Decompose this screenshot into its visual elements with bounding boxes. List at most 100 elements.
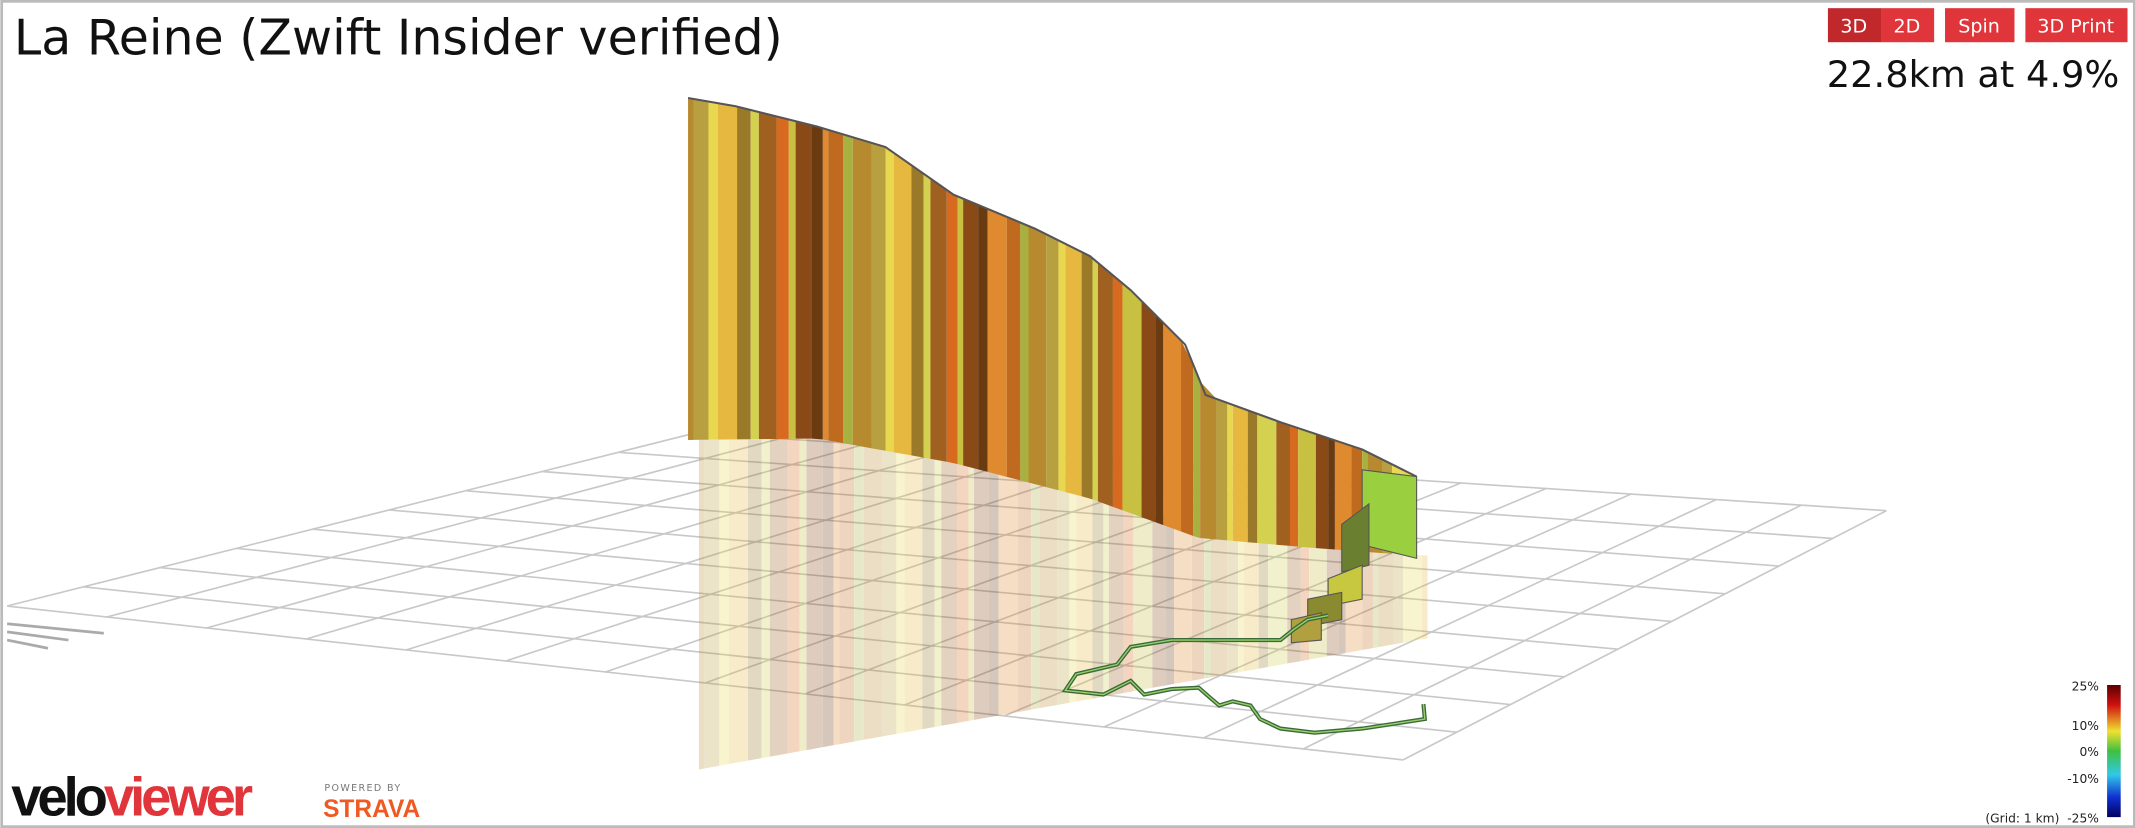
wall-stripe <box>1227 402 1233 541</box>
reflection-stripe <box>1238 540 1244 673</box>
grid-note: (Grid: 1 km) <box>1985 812 2059 826</box>
button-2d[interactable]: 2D <box>1893 16 1920 38</box>
button-3d-print[interactable]: 3D Print <box>2037 16 2114 38</box>
wall-stripe <box>978 204 988 472</box>
reflection-stripe <box>1258 542 1269 669</box>
wall-stripe <box>1006 216 1021 481</box>
grid-line <box>7 605 1404 761</box>
reflection-stripe <box>1092 496 1104 699</box>
wall-stripe <box>1163 322 1182 532</box>
wall-stripe <box>718 103 738 440</box>
grid-line <box>312 528 1618 650</box>
reflection-stripe <box>998 471 1018 716</box>
reflection-stripe <box>1152 517 1167 688</box>
reflection-stripe <box>904 452 923 733</box>
wall-stripe <box>811 125 823 440</box>
reflection-stripe <box>1268 543 1288 667</box>
reflection-stripe <box>719 439 729 766</box>
grid-line <box>83 585 1457 734</box>
reflection-stripe <box>1210 538 1228 678</box>
reflection-stripe <box>1017 476 1032 713</box>
wall-stripe <box>1122 283 1142 518</box>
wall-stripe <box>1298 428 1316 549</box>
reflection-stripe <box>769 438 788 757</box>
grid-line <box>1003 487 1547 717</box>
wall-stripe <box>1200 381 1217 540</box>
reflection-stripe <box>1133 510 1153 692</box>
wall-top <box>687 97 1418 478</box>
wall-stripe <box>776 116 789 439</box>
wall-stripe <box>788 119 796 439</box>
reflection-stripe <box>787 438 800 754</box>
reflection-stripe <box>896 450 905 734</box>
button-3d[interactable]: 3D <box>1840 16 1867 38</box>
reflection-stripe <box>882 448 897 737</box>
buttons: 3D 2D Spin 3D Print <box>1827 8 2128 43</box>
reflection-stripe <box>941 458 958 726</box>
reflection-stripe <box>974 465 990 720</box>
grid-line <box>405 454 1036 651</box>
wall-stripe <box>852 137 872 449</box>
reflection-stripe <box>922 455 935 730</box>
grid-line <box>206 443 866 629</box>
button-bg[interactable] <box>1881 8 1935 43</box>
reflection-stripe <box>1108 501 1124 696</box>
wall-stripe <box>828 129 844 444</box>
reflection-stripe <box>1393 553 1404 645</box>
wall-stripe <box>843 134 853 445</box>
wall-segment <box>1361 469 1418 560</box>
reflection-stripe <box>1031 480 1040 710</box>
route-highlight <box>1064 614 1426 734</box>
wall-stripe <box>930 178 947 462</box>
wall-stripe <box>1328 438 1335 550</box>
reflection-stripe <box>1039 482 1058 709</box>
reflection-stripe <box>854 443 864 742</box>
wall-stripe <box>1232 404 1248 543</box>
reflection-stripe <box>1057 487 1070 705</box>
wall-stripe <box>1289 425 1299 547</box>
reflection-stripe <box>957 461 969 723</box>
wall-stripe <box>911 165 924 458</box>
wall-stripe <box>957 196 964 466</box>
reflection-stripe <box>1076 492 1093 702</box>
reflection-stripe <box>806 438 823 751</box>
reflection-stripe <box>1166 522 1175 686</box>
reflection-stripe <box>747 439 762 761</box>
legend-colorbar <box>2107 685 2121 818</box>
wall-stripe <box>1155 314 1164 526</box>
button-bg[interactable] <box>1945 8 2015 43</box>
button-bg[interactable] <box>2025 8 2128 43</box>
grid-line <box>465 489 1726 595</box>
reflection-stripe <box>704 439 720 769</box>
button-bg[interactable] <box>1827 8 1882 43</box>
grid-line <box>236 547 1565 678</box>
wall-stripe <box>987 208 1007 477</box>
legend-label: -25% <box>2067 812 2099 826</box>
grid-line <box>1203 498 1717 739</box>
wall-stripe <box>750 109 759 440</box>
reflection-stripe <box>1362 550 1374 651</box>
wall-stripe <box>1097 262 1113 507</box>
wall-stripe <box>1257 413 1277 545</box>
reflection-stripe <box>728 439 748 765</box>
logo: veloviewer <box>11 767 253 828</box>
axis-stub <box>6 622 104 650</box>
wall-stripe <box>1058 240 1066 493</box>
wall-stripe <box>871 142 886 451</box>
grid-line <box>6 432 696 607</box>
reflection-stripe <box>1204 535 1211 679</box>
button-spin[interactable]: Spin <box>1958 16 2000 38</box>
reflection-stripe <box>1191 531 1205 681</box>
reflection-stripe <box>1123 506 1134 693</box>
reflection-stripe <box>1422 555 1428 640</box>
wall-stripe <box>795 121 812 439</box>
wall-stripe <box>1092 258 1098 502</box>
wall-stripe <box>693 98 709 440</box>
wall-stripe <box>1020 222 1029 483</box>
grid-line <box>389 509 1672 623</box>
wall-stripe <box>1181 340 1194 536</box>
wall-reflection <box>698 438 1428 770</box>
wall-stripe <box>1216 398 1228 541</box>
reflection-stripe <box>1069 490 1077 703</box>
